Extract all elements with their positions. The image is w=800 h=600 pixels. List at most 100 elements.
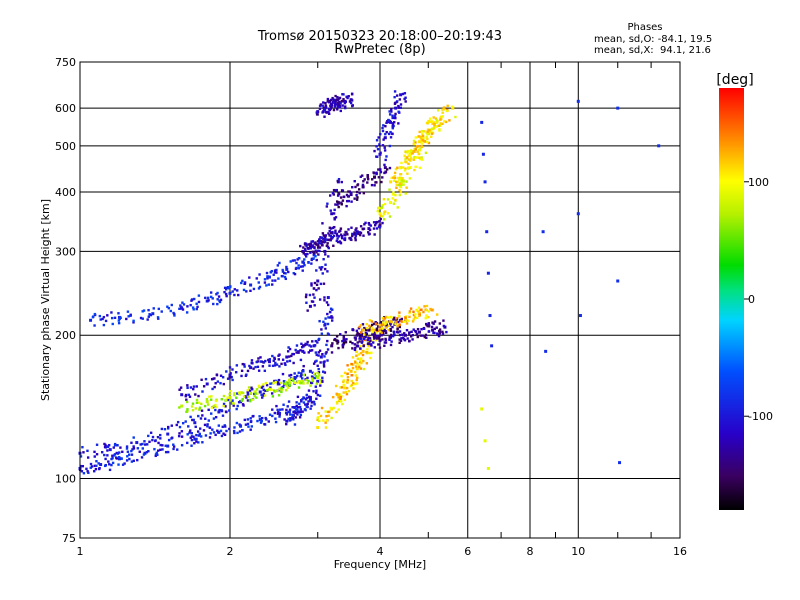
data-point	[290, 354, 293, 358]
data-point	[214, 399, 218, 403]
data-point	[129, 314, 132, 317]
data-point	[406, 337, 409, 340]
data-point	[433, 124, 436, 127]
data-point	[256, 365, 260, 369]
data-point	[367, 336, 370, 340]
data-point	[314, 249, 317, 252]
data-point	[450, 105, 454, 108]
data-point	[287, 270, 290, 274]
data-point	[388, 336, 391, 339]
data-point	[300, 372, 303, 375]
data-point	[379, 170, 383, 174]
data-point	[397, 314, 401, 317]
data-point	[350, 99, 354, 102]
data-point	[318, 381, 322, 385]
data-point	[323, 323, 327, 327]
data-point	[430, 132, 434, 135]
data-point	[384, 132, 387, 136]
data-point	[398, 166, 402, 170]
data-point	[211, 428, 214, 431]
data-point	[80, 470, 84, 473]
data-point	[383, 149, 387, 152]
data-point	[394, 322, 397, 326]
data-point	[389, 136, 393, 139]
data-point	[180, 430, 184, 433]
data-point	[318, 394, 322, 397]
data-point	[248, 276, 251, 279]
data-point	[322, 107, 326, 111]
data-point	[344, 390, 348, 394]
data-point	[392, 333, 396, 336]
data-point	[285, 383, 289, 387]
data-point	[220, 398, 223, 401]
data-point	[578, 314, 582, 318]
data-point	[320, 332, 324, 335]
data-point	[379, 217, 382, 221]
data-point	[186, 305, 189, 308]
data-point	[399, 103, 403, 106]
data-point	[381, 215, 384, 218]
data-point	[403, 169, 407, 172]
data-point	[306, 381, 309, 385]
data-point	[151, 438, 154, 442]
data-point	[235, 364, 239, 367]
data-point	[268, 413, 272, 416]
data-point	[317, 354, 320, 357]
data-point	[396, 176, 400, 180]
data-point	[242, 404, 245, 407]
data-point	[249, 391, 253, 395]
data-point	[340, 203, 343, 206]
data-point	[386, 198, 390, 201]
data-point	[351, 234, 354, 238]
data-point	[398, 311, 401, 314]
data-point	[412, 313, 416, 317]
data-point	[382, 318, 385, 321]
data-point	[417, 312, 421, 316]
data-point	[349, 236, 352, 240]
data-point	[251, 388, 254, 391]
data-point	[325, 111, 328, 114]
data-point	[310, 258, 313, 262]
data-point	[350, 379, 353, 383]
data-point	[275, 404, 278, 408]
data-point	[409, 154, 412, 158]
data-point	[160, 310, 163, 313]
data-point	[135, 441, 139, 445]
data-point	[368, 223, 371, 226]
data-point	[403, 320, 407, 323]
data-point	[324, 253, 327, 256]
data-point	[244, 423, 248, 426]
data-point	[398, 182, 402, 185]
data-point	[393, 90, 397, 93]
data-point	[330, 344, 334, 348]
data-point	[295, 261, 298, 265]
data-point	[364, 328, 368, 331]
data-point	[132, 321, 135, 324]
data-point	[343, 386, 347, 390]
data-point	[273, 269, 277, 272]
data-point	[335, 232, 339, 236]
data-point	[300, 342, 303, 346]
data-point	[241, 391, 245, 395]
data-point	[373, 337, 376, 340]
data-point	[335, 392, 338, 396]
data-point	[420, 142, 424, 145]
data-point	[327, 238, 330, 242]
data-point	[229, 390, 232, 393]
data-point	[316, 240, 320, 243]
data-point	[358, 325, 361, 329]
data-point	[425, 308, 429, 312]
data-point	[366, 175, 370, 179]
data-point	[304, 398, 308, 401]
data-point	[321, 111, 324, 114]
data-point	[398, 178, 401, 181]
data-point	[257, 281, 260, 284]
data-point	[247, 425, 250, 428]
data-point	[304, 255, 308, 258]
data-point	[263, 278, 267, 281]
data-point	[398, 183, 402, 187]
data-point	[346, 381, 349, 384]
data-point	[228, 427, 231, 431]
data-point	[266, 275, 269, 278]
data-point	[259, 356, 262, 359]
